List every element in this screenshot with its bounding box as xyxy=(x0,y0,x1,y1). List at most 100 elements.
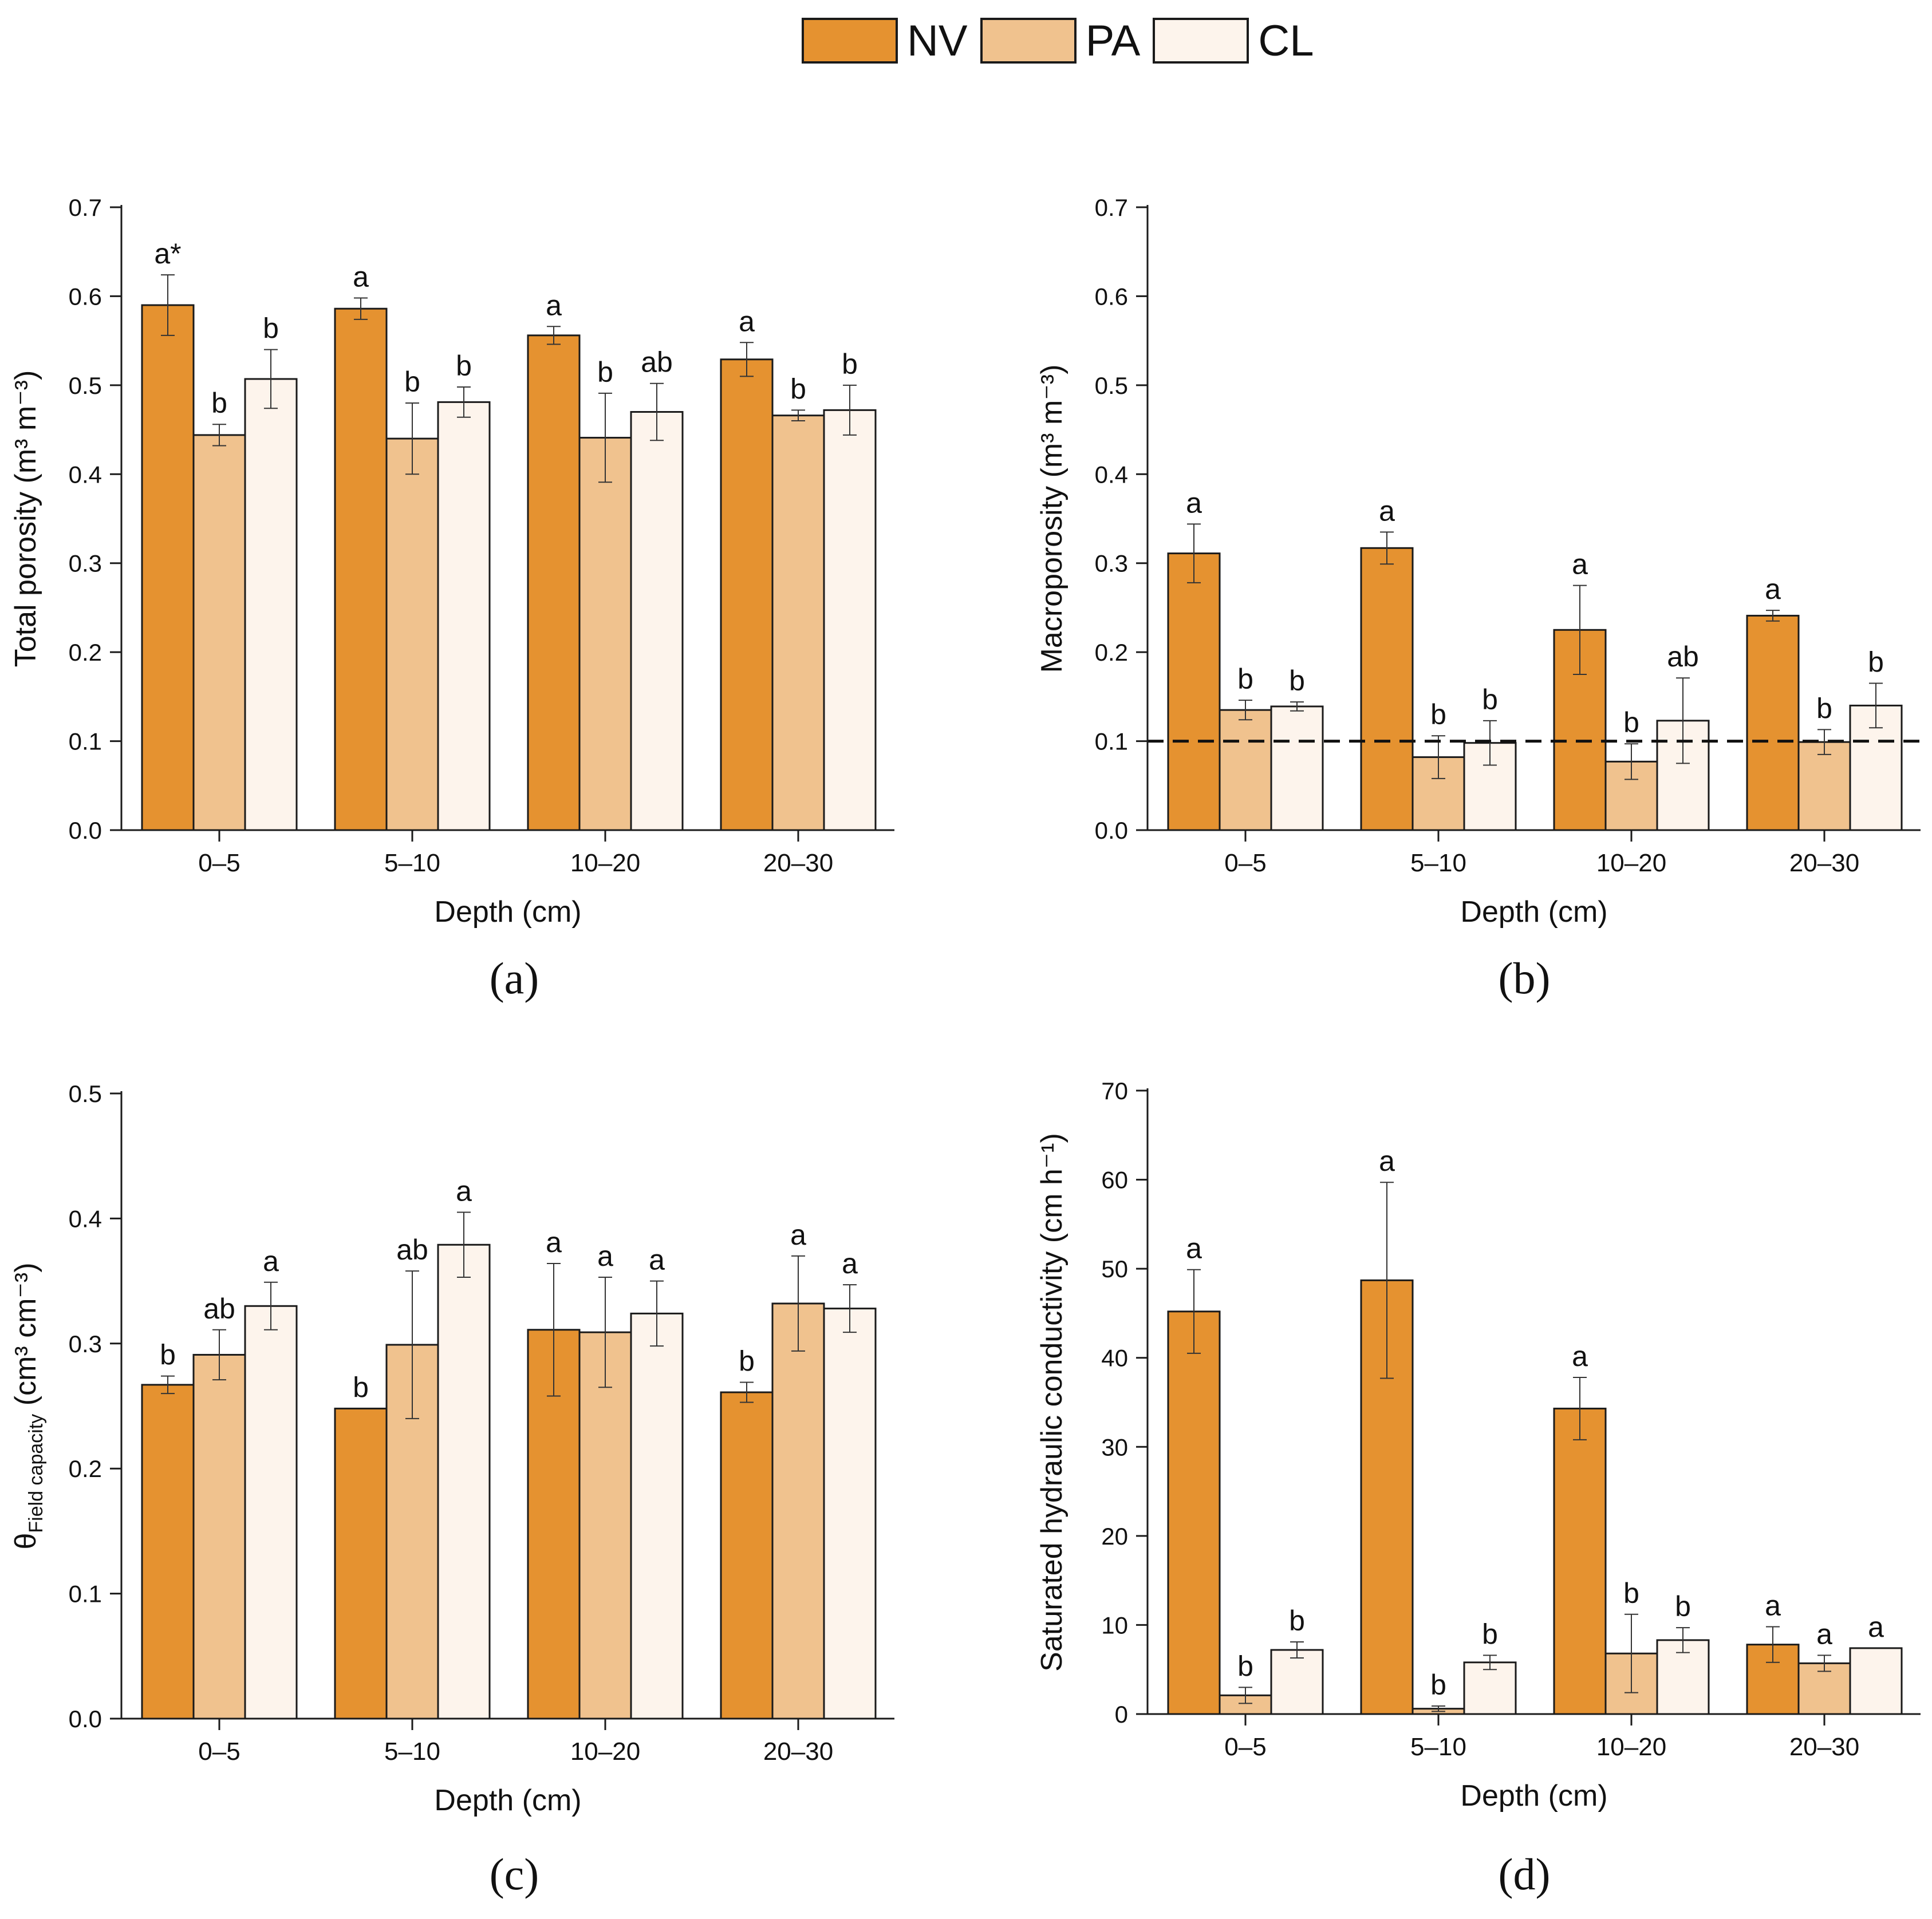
x-tick-label-2: 10–20 xyxy=(570,1738,640,1766)
bar-nv-3 xyxy=(720,1391,774,1720)
x-axis-label: Depth (cm) xyxy=(434,895,581,929)
bar-pa-0 xyxy=(192,434,246,831)
bar-cl-3 xyxy=(823,1308,877,1720)
bar-nv-0 xyxy=(141,304,195,831)
significance-letter-nv-0: a xyxy=(1186,487,1202,519)
significance-letter-cl-2: b xyxy=(1675,1590,1691,1622)
significance-letter-nv-2: a xyxy=(546,1226,562,1258)
y-tick-label-1: 0.1 xyxy=(69,1581,102,1608)
y-tick-label-0: 0.0 xyxy=(69,817,102,844)
x-tick-label-2: 10–20 xyxy=(570,849,640,877)
significance-letter-nv-1: b xyxy=(353,1371,369,1403)
bar-pa-2 xyxy=(578,437,632,831)
y-tick-label-0: 0.0 xyxy=(1095,817,1128,844)
significance-letter-pa-0: b xyxy=(211,387,227,419)
bar-cl-0 xyxy=(1270,705,1324,831)
panel-d: a a a a b b b a b b b a 0 10 20 30 40 50 60 70 0–5 5–10 10–20 2… xyxy=(1035,1077,1921,1899)
x-tick-label-2: 10–20 xyxy=(1596,1733,1666,1761)
significance-letter-nv-2: a xyxy=(1572,548,1588,581)
y-tick-label-2: 20 xyxy=(1101,1523,1128,1550)
bar-pa-3 xyxy=(1797,741,1851,831)
significance-letter-pa-0: ab xyxy=(203,1293,235,1325)
y-tick-label-1: 0.1 xyxy=(1095,728,1128,755)
significance-letter-nv-3: b xyxy=(739,1345,755,1377)
y-tick-label-3: 0.3 xyxy=(69,1330,102,1357)
significance-letter-cl-0: b xyxy=(263,313,279,345)
y-tick-label-3: 0.3 xyxy=(1095,550,1128,577)
x-tick-label-1: 5–10 xyxy=(1410,1733,1466,1761)
bar-pa-1 xyxy=(385,437,439,831)
y-tick-label-4: 0.4 xyxy=(1095,461,1128,488)
bar-cl-1 xyxy=(437,401,491,831)
legend-swatch-pa xyxy=(980,18,1077,64)
significance-letter-cl-2: ab xyxy=(1667,641,1699,673)
y-tick-label-1: 10 xyxy=(1101,1612,1128,1638)
bar-nv-1 xyxy=(334,1407,388,1720)
significance-letter-pa-0: b xyxy=(1237,663,1253,695)
significance-letter-cl-1: b xyxy=(1482,684,1498,716)
x-axis-label: Depth (cm) xyxy=(1460,895,1607,929)
legend: NV PA CL xyxy=(802,16,1326,65)
significance-letter-pa-2: a xyxy=(597,1240,613,1272)
x-tick-label-1: 5–10 xyxy=(384,849,440,877)
panel-label: (c) xyxy=(490,1849,539,1899)
significance-letter-pa-1: b xyxy=(404,366,420,398)
x-axis-label: Depth (cm) xyxy=(1460,1779,1607,1813)
bar-pa-0 xyxy=(1219,709,1272,831)
significance-letter-pa-1: ab xyxy=(396,1234,428,1266)
bar-cl-1 xyxy=(1463,1661,1517,1715)
significance-letter-cl-0: b xyxy=(1289,1605,1305,1637)
bar-cl-2 xyxy=(630,410,684,831)
legend-item-pa: PA xyxy=(980,16,1143,66)
bar-cl-3 xyxy=(1849,1647,1903,1715)
bar-cl-0 xyxy=(244,1305,298,1720)
bar-nv-0 xyxy=(1167,552,1221,831)
x-tick-label-1: 5–10 xyxy=(384,1738,440,1766)
y-tick-label-6: 60 xyxy=(1101,1167,1128,1194)
bar-nv-2 xyxy=(527,334,581,831)
bar-nv-1 xyxy=(1360,547,1414,831)
y-tick-label-3: 0.3 xyxy=(69,550,102,577)
bar-nv-3 xyxy=(720,358,774,831)
x-tick-label-1: 5–10 xyxy=(1410,849,1466,877)
y-tick-label-5: 0.5 xyxy=(69,372,102,399)
significance-letter-cl-3: a xyxy=(842,1247,858,1280)
bar-nv-0 xyxy=(1167,1310,1221,1715)
y-tick-label-0: 0 xyxy=(1115,1701,1128,1728)
legend-item-nv: NV xyxy=(802,16,970,66)
bar-cl-0 xyxy=(1270,1649,1324,1715)
significance-letter-pa-2: b xyxy=(1623,706,1639,739)
y-tick-label-7: 0.7 xyxy=(69,194,102,221)
x-tick-label-3: 20–30 xyxy=(763,1738,833,1766)
bar-cl-2 xyxy=(630,1312,684,1720)
significance-letter-cl-0: a xyxy=(263,1245,279,1277)
legend-label-pa: PA xyxy=(1085,16,1141,65)
significance-letter-cl-2: a xyxy=(649,1244,665,1276)
bar-pa-0 xyxy=(192,1353,246,1720)
significance-letter-nv-0: a xyxy=(1186,1233,1202,1265)
y-axis-label: Saturated hydraulic conductivity (cm h⁻¹… xyxy=(1035,1133,1068,1672)
bar-pa-2 xyxy=(578,1331,632,1720)
significance-letter-nv-3: a xyxy=(739,305,755,337)
y-tick-label-6: 0.6 xyxy=(1095,283,1128,310)
significance-letter-pa-3: b xyxy=(1816,692,1832,724)
bar-nv-1 xyxy=(334,307,388,831)
significance-letter-pa-1: b xyxy=(1430,1669,1446,1701)
significance-letter-cl-2: ab xyxy=(641,346,673,378)
significance-letter-nv-1: a xyxy=(1379,1145,1395,1177)
legend-label-cl: CL xyxy=(1258,16,1314,65)
significance-letter-cl-3: b xyxy=(842,348,858,380)
significance-letter-pa-0: b xyxy=(1237,1650,1253,1682)
significance-letter-cl-1: b xyxy=(456,350,472,382)
bar-pa-3 xyxy=(771,414,825,831)
bar-nv-3 xyxy=(1746,614,1800,831)
y-tick-label-2: 0.2 xyxy=(69,639,102,666)
significance-letter-nv-1: a xyxy=(1379,495,1395,527)
significance-letter-pa-2: b xyxy=(597,356,613,388)
y-tick-label-7: 0.7 xyxy=(1095,194,1128,221)
y-tick-label-2: 0.2 xyxy=(69,1455,102,1482)
legend-swatch-cl xyxy=(1153,18,1249,64)
